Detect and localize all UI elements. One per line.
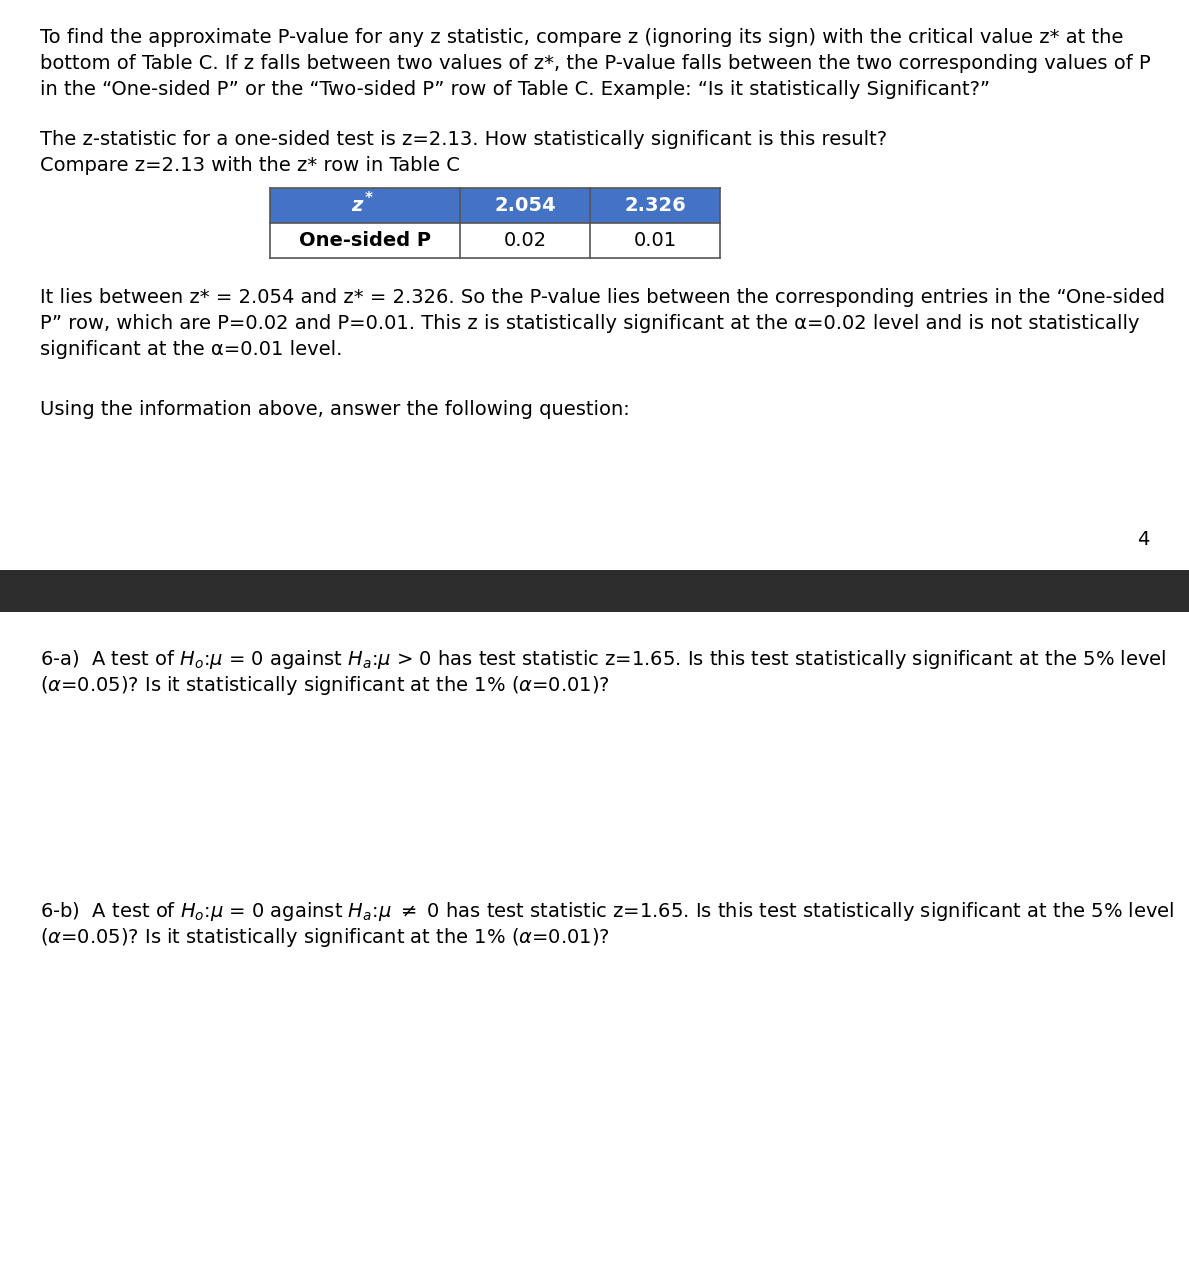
Text: 2.326: 2.326 xyxy=(624,196,686,215)
Text: Using the information above, answer the following question:: Using the information above, answer the … xyxy=(40,399,630,419)
Text: 6-a)  A test of $H_o$:$\mu$ = 0 against $H_a$:$\mu$ > 0 has test statistic z=1.6: 6-a) A test of $H_o$:$\mu$ = 0 against $… xyxy=(40,648,1166,671)
Text: ($\alpha$=0.05)? Is it statistically significant at the 1% ($\alpha$=0.01)?: ($\alpha$=0.05)? Is it statistically sig… xyxy=(40,675,610,698)
Text: 2.054: 2.054 xyxy=(495,196,555,215)
Text: in the “One-sided P” or the “Two-sided P” row of Table C. Example: “Is it statis: in the “One-sided P” or the “Two-sided P… xyxy=(40,79,990,99)
Text: *: * xyxy=(365,191,373,206)
Text: One-sided P: One-sided P xyxy=(298,230,430,250)
Text: 6-b)  A test of $H_o$:$\mu$ = 0 against $H_a$:$\mu$ $\neq$ 0 has test statistic : 6-b) A test of $H_o$:$\mu$ = 0 against $… xyxy=(40,900,1175,923)
Text: 0.02: 0.02 xyxy=(503,230,547,250)
Text: Compare z=2.13 with the z* row in Table C: Compare z=2.13 with the z* row in Table … xyxy=(40,156,460,175)
Text: The z-statistic for a one-sided test is z=2.13. How statistically significant is: The z-statistic for a one-sided test is … xyxy=(40,131,887,148)
Text: 0.01: 0.01 xyxy=(634,230,677,250)
Text: z: z xyxy=(351,196,363,215)
Text: It lies between z* = 2.054 and z* = 2.326. So the P-value lies between the corre: It lies between z* = 2.054 and z* = 2.32… xyxy=(40,288,1165,307)
Text: P” row, which are P=0.02 and P=0.01. This z is statistically significant at the : P” row, which are P=0.02 and P=0.01. Thi… xyxy=(40,314,1139,333)
Text: significant at the α=0.01 level.: significant at the α=0.01 level. xyxy=(40,340,342,358)
Bar xyxy=(270,223,721,259)
Text: To find the approximate P-value for any z statistic, compare z (ignoring its sig: To find the approximate P-value for any … xyxy=(40,28,1124,47)
Text: bottom of Table C. If z falls between two values of z*, the P-value falls betwee: bottom of Table C. If z falls between tw… xyxy=(40,54,1151,73)
Bar xyxy=(0,570,1189,612)
Text: 4: 4 xyxy=(1137,530,1149,549)
Bar xyxy=(270,188,721,223)
Text: ($\alpha$=0.05)? Is it statistically significant at the 1% ($\alpha$=0.01)?: ($\alpha$=0.05)? Is it statistically sig… xyxy=(40,925,610,948)
